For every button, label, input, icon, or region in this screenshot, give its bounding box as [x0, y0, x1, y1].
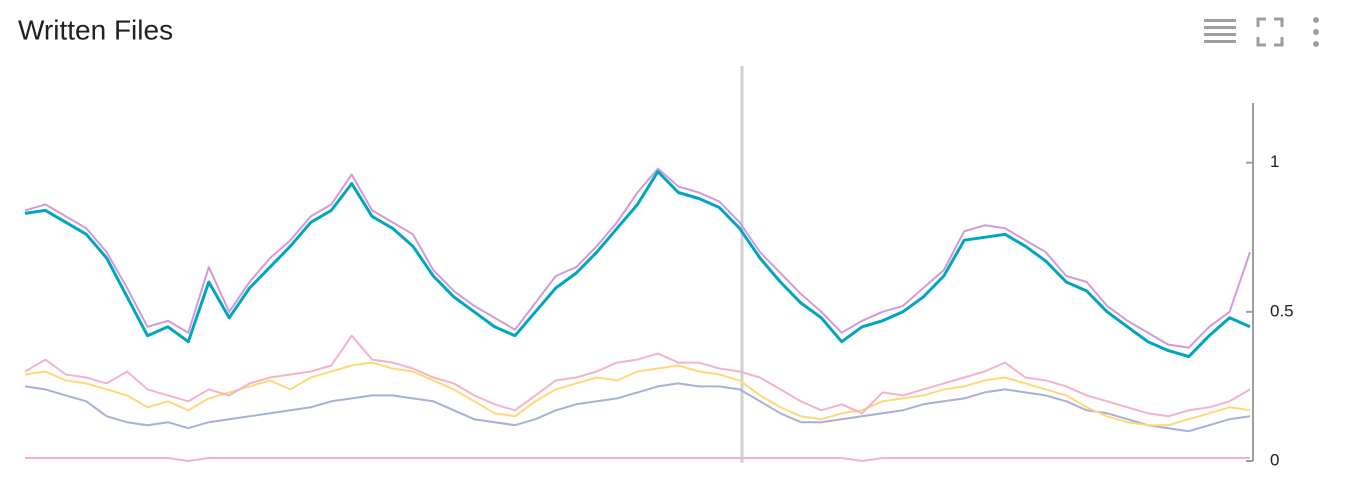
menu-icon[interactable]: [1313, 17, 1319, 47]
y-tick-label: 0.5: [1270, 301, 1294, 320]
series-line: [24, 382, 1251, 433]
y-tick-label: 0: [1270, 450, 1279, 469]
series-line: [24, 170, 1251, 359]
series-line: [24, 361, 1251, 427]
series-line: [24, 334, 1251, 418]
fullscreen-icon[interactable]: [1256, 17, 1284, 47]
legend-toggle-icon[interactable]: [1204, 19, 1236, 43]
chart-title: Written Files: [18, 14, 173, 45]
series-line: [24, 167, 1251, 349]
series-line: [25, 457, 1250, 462]
y-tick-label: 1: [1270, 152, 1279, 171]
